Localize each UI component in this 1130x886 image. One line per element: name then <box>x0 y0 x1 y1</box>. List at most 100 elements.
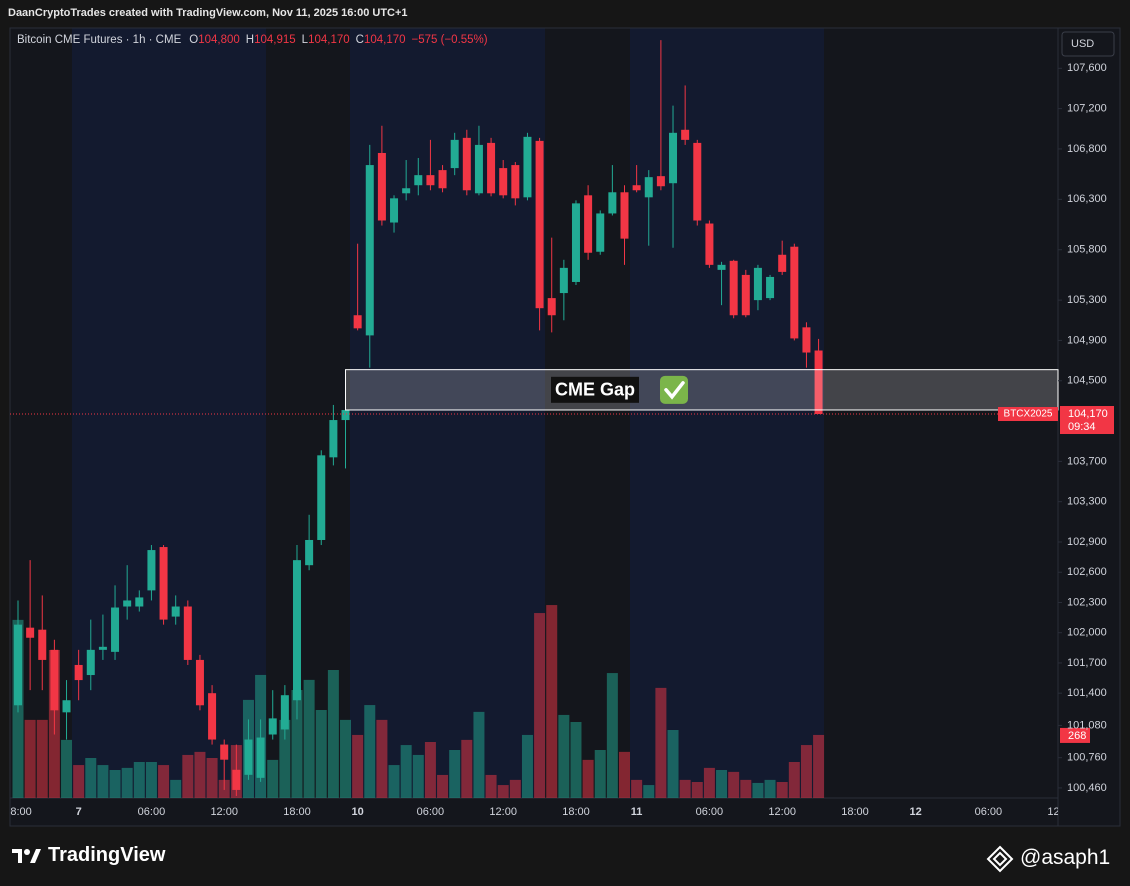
candle-body <box>426 175 435 186</box>
candle-body <box>377 152 386 221</box>
volume-bar <box>194 751 206 798</box>
volume-bar <box>631 779 643 798</box>
candle-body <box>620 192 629 239</box>
volume-bar <box>97 765 109 798</box>
candle-body <box>753 267 762 301</box>
volume-bar <box>170 779 182 798</box>
candle-layer <box>14 40 823 796</box>
x-tick-label: 06:00 <box>696 806 724 818</box>
session-band <box>630 28 824 798</box>
x-tick-label: 12:00 <box>768 806 796 818</box>
gap-label: CME Gap <box>555 380 635 400</box>
volume-label: 268 <box>1068 730 1086 742</box>
candle-body <box>256 737 265 778</box>
candle-body <box>208 693 217 740</box>
volume-bar <box>509 779 521 798</box>
gap-zone <box>345 369 1059 411</box>
currency-button[interactable] <box>1061 31 1115 57</box>
legend-value: 104,915 <box>254 34 296 46</box>
candle-body <box>98 646 107 650</box>
y-tick-label: 100,460 <box>1067 782 1107 794</box>
footer-brand: TradingView <box>48 844 166 866</box>
x-tick-label: 10 <box>352 806 364 818</box>
volume-bar <box>570 721 582 798</box>
price-badge <box>1060 406 1114 435</box>
check-mark <box>664 381 685 400</box>
volume-bar <box>279 719 291 798</box>
y-tick-label: 104,900 <box>1067 334 1107 346</box>
y-tick-label: 101,700 <box>1067 657 1107 669</box>
x-tick-label: 7 <box>76 806 82 818</box>
candle-body <box>681 129 690 140</box>
candle-body <box>414 175 423 186</box>
candle-body <box>571 203 580 282</box>
x-tick-label: 12 <box>909 806 921 818</box>
y-tick-label: 101,080 <box>1067 719 1107 731</box>
candle-body <box>329 420 338 458</box>
candle-body <box>523 136 532 198</box>
legend-key: O <box>189 34 199 46</box>
legend-change: −575 (−0.55%) <box>411 34 488 46</box>
candle-body <box>14 624 22 706</box>
volume-bar <box>582 759 594 798</box>
volume-bar <box>691 781 703 798</box>
volume-bar <box>121 767 133 798</box>
gap-label-box <box>551 376 639 403</box>
candle-body <box>450 139 459 169</box>
candle-body <box>220 744 229 760</box>
y-tick-label: 104,500 <box>1067 375 1107 387</box>
candle-body <box>50 649 59 711</box>
volume-bar <box>485 774 497 798</box>
candle-body <box>705 223 714 265</box>
volume-bar <box>291 689 303 798</box>
legend-value: 104,170 <box>363 34 406 46</box>
y-tick-label: 105,300 <box>1067 294 1107 306</box>
volume-bar <box>728 771 740 798</box>
candle-body <box>195 659 204 706</box>
x-tick-label: 12:00 <box>1047 806 1075 818</box>
candle-body <box>669 132 678 184</box>
volume-bar <box>740 779 752 798</box>
x-tick-label: 18:00 <box>562 806 590 818</box>
volume-bar <box>521 734 533 798</box>
volume-bar <box>813 734 825 798</box>
x-tick-label: 12:00 <box>210 806 238 818</box>
volume-bar <box>206 757 218 798</box>
volume-bar <box>716 769 728 798</box>
candle-body <box>62 700 71 713</box>
volume-bar <box>546 605 558 798</box>
legend: Bitcoin CME Futures · 1h · CME O 104,800 H… <box>17 34 494 46</box>
volume-bar <box>133 761 145 798</box>
candle-body <box>474 144 483 194</box>
handle-icon <box>986 845 1014 873</box>
candle-body <box>584 195 593 253</box>
y-tick-label: 102,600 <box>1067 566 1107 578</box>
y-tick-label: 106,800 <box>1067 143 1107 155</box>
volume-bar <box>776 781 788 798</box>
candle-body <box>353 315 362 329</box>
volume-bar <box>315 709 327 798</box>
volume-bar <box>327 669 339 798</box>
currency-label[interactable]: USD <box>1071 38 1094 50</box>
volume-bar <box>437 774 449 798</box>
volume-bar <box>788 761 800 798</box>
candle-body <box>729 260 738 316</box>
candle-body <box>487 142 496 194</box>
candle-body <box>547 298 556 316</box>
y-tick-label: 100,760 <box>1067 752 1107 764</box>
volume-bar <box>703 767 715 798</box>
volume-bar <box>558 714 570 798</box>
candle-body <box>814 350 823 415</box>
session-band <box>72 28 266 798</box>
volume-badge <box>1060 727 1090 743</box>
legend-value: 104,800 <box>198 34 240 46</box>
candle-body <box>317 455 326 540</box>
candle-body <box>790 246 799 339</box>
legend-key: H <box>245 34 255 46</box>
y-tick-label: 107,200 <box>1067 103 1107 115</box>
volume-bar <box>497 785 509 798</box>
volume-bar <box>24 719 36 798</box>
legend-title: Bitcoin CME Futures · 1h · CME <box>17 34 182 46</box>
volume-bar <box>158 765 170 798</box>
